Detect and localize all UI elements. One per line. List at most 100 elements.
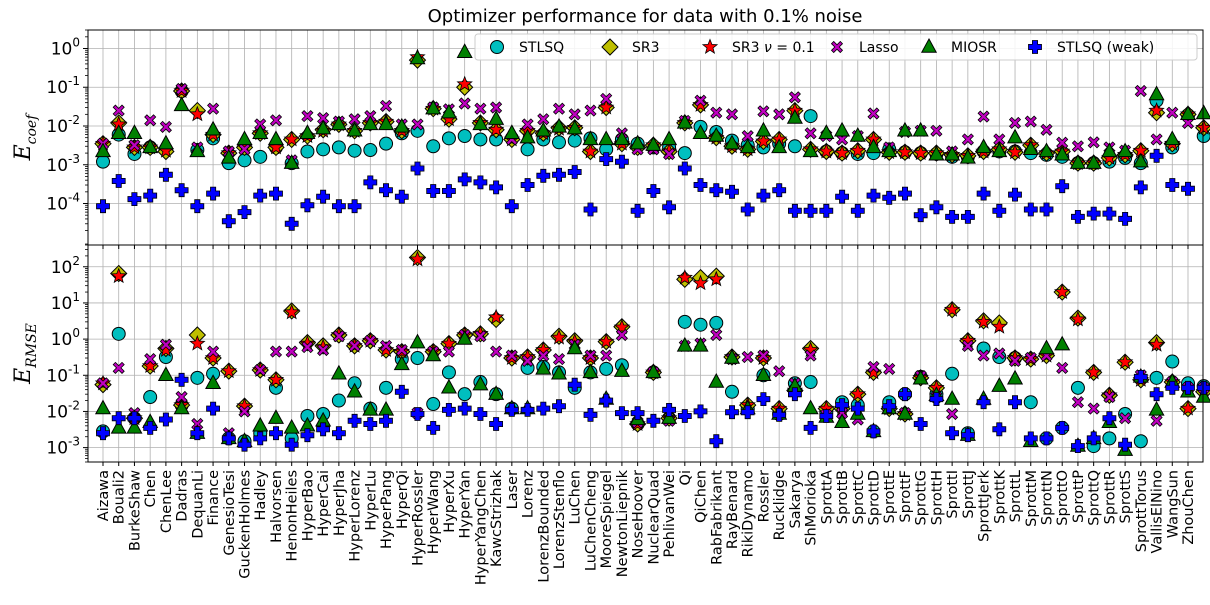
- data-point: [521, 118, 534, 131]
- x-tick-label: VallisElNino: [1150, 470, 1166, 554]
- data-point: [723, 348, 741, 364]
- data-point: [1008, 395, 1022, 410]
- data-point: [834, 121, 851, 137]
- x-tick-label: RabFabrikant: [709, 470, 725, 565]
- x-tick-label: SprottJerk: [977, 469, 993, 541]
- data-point: [834, 413, 851, 429]
- data-point: [599, 152, 614, 167]
- data-point: [520, 142, 535, 157]
- data-point: [1023, 431, 1038, 446]
- data-point: [300, 198, 315, 213]
- data-point: [126, 124, 143, 139]
- data-point: [694, 94, 707, 107]
- data-point: [992, 422, 1007, 437]
- data-point: [946, 407, 959, 421]
- data-point: [143, 188, 158, 203]
- data-point: [867, 360, 880, 373]
- data-point: [566, 339, 583, 355]
- data-point: [487, 308, 505, 325]
- data-point: [1119, 412, 1132, 425]
- x-tick-label: SprottG: [914, 470, 930, 526]
- x-tick-label: NuclearQuad: [646, 470, 662, 565]
- data-point: [300, 428, 315, 443]
- data-point: [630, 203, 645, 218]
- data-point: [472, 115, 489, 131]
- data-point: [945, 426, 959, 441]
- data-point: [1086, 431, 1101, 446]
- data-point: [395, 343, 408, 357]
- x-tick-label: HyperLu: [363, 470, 379, 531]
- data-point: [1039, 431, 1054, 446]
- data-point: [850, 401, 865, 416]
- data-point: [755, 121, 772, 137]
- data-point: [945, 209, 959, 224]
- data-point: [898, 387, 912, 402]
- x-tick-label: HyperWang: [426, 470, 442, 554]
- y-tick-label: 10-3: [46, 435, 80, 459]
- data-point: [1148, 400, 1165, 416]
- x-tick-label: SprottD: [867, 470, 883, 525]
- data-point: [1069, 310, 1087, 327]
- data-point: [126, 418, 143, 434]
- data-point: [364, 334, 377, 347]
- data-point: [928, 145, 945, 161]
- data-point: [739, 138, 756, 154]
- data-point: [426, 184, 441, 198]
- data-point: [441, 402, 456, 417]
- data-point: [1149, 370, 1164, 385]
- tick-layer: 10-410-310-210-1100Ecoef10-310-210-11001…: [11, 29, 1197, 585]
- data-point: [142, 138, 159, 154]
- data-point: [1024, 115, 1037, 128]
- data-point: [316, 422, 331, 437]
- data-point: [818, 124, 835, 139]
- data-point: [977, 110, 990, 123]
- data-point: [741, 130, 754, 143]
- data-point: [1179, 399, 1197, 416]
- data-point: [236, 130, 253, 146]
- data-point: [456, 330, 473, 345]
- data-point: [582, 130, 599, 146]
- data-point: [1102, 206, 1117, 221]
- data-point: [740, 405, 755, 420]
- data-point: [693, 317, 708, 332]
- data-point: [1181, 181, 1195, 196]
- data-point: [189, 105, 206, 122]
- data-point: [772, 183, 787, 198]
- x-tick-label: SprottB: [835, 470, 851, 524]
- data-point: [535, 121, 552, 137]
- data-point: [1087, 136, 1100, 149]
- data-point: [458, 97, 471, 110]
- data-point: [409, 250, 426, 267]
- data-point: [190, 199, 205, 214]
- data-point: [802, 399, 819, 415]
- data-point: [568, 108, 581, 121]
- data-point: [410, 407, 425, 421]
- data-point: [175, 82, 188, 96]
- x-tick-label: Laser: [505, 470, 521, 509]
- data-point: [835, 398, 849, 413]
- data-point: [582, 142, 599, 159]
- x-tick-label: HyperYan: [458, 470, 474, 539]
- data-point: [237, 205, 252, 220]
- data-point: [394, 189, 409, 204]
- data-point: [346, 121, 363, 137]
- data-point: [362, 400, 379, 416]
- data-point: [175, 390, 188, 404]
- data-point: [426, 420, 441, 435]
- x-tick-label: HyperRossler: [410, 470, 426, 566]
- data-point: [284, 216, 299, 231]
- data-point: [550, 328, 568, 345]
- x-tick-label: SprottK: [992, 470, 1008, 524]
- data-point: [552, 102, 566, 115]
- x-tick-label: RayBenard: [725, 470, 741, 549]
- data-point: [1056, 136, 1069, 149]
- data-point: [992, 350, 1007, 365]
- data-point: [882, 190, 897, 205]
- data-point: [961, 428, 975, 443]
- x-tick-label: PehlivanWei: [662, 470, 678, 558]
- data-point: [1196, 380, 1210, 395]
- data-point: [804, 349, 817, 362]
- data-point: [520, 178, 535, 192]
- data-point: [1164, 130, 1181, 146]
